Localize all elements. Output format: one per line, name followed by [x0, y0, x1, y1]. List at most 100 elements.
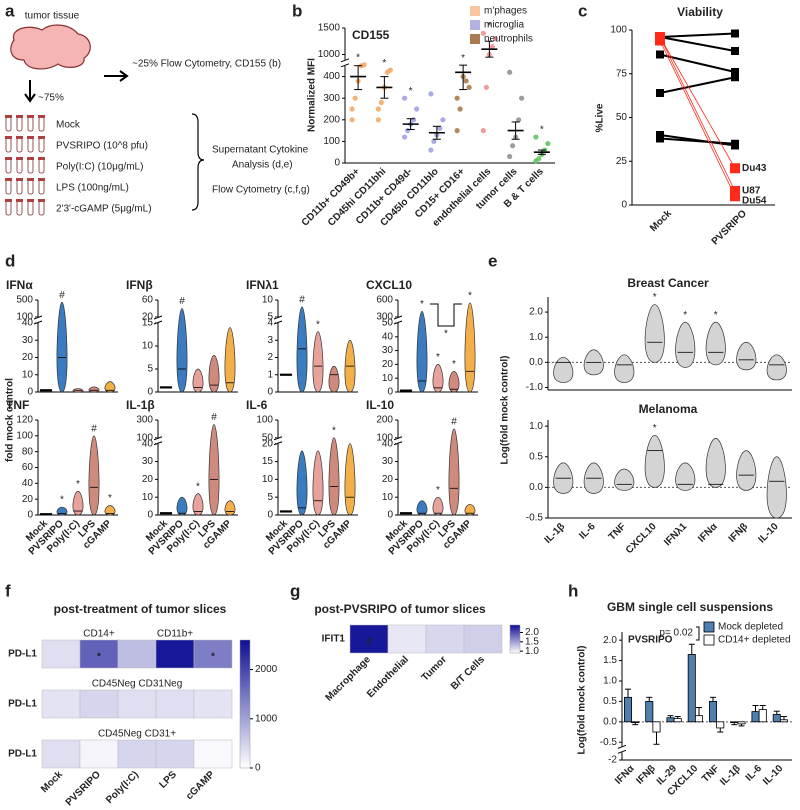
row-label: IFIT1 — [322, 634, 346, 645]
heat-cell — [117, 739, 157, 769]
y-tick-label: 0 — [267, 387, 273, 398]
significance: * — [444, 329, 448, 340]
data-point — [519, 95, 525, 101]
y-tick-label: 10 — [382, 373, 394, 384]
panel-label: g — [290, 581, 300, 600]
violin — [416, 500, 428, 516]
y-axis-label: %Live — [595, 103, 606, 132]
violin — [312, 450, 324, 516]
data-point — [730, 186, 740, 196]
series-label: U87 — [742, 186, 761, 197]
bar — [652, 721, 661, 733]
axis-break-gap — [276, 317, 280, 323]
violin — [736, 450, 757, 491]
y-tick-label: 50 — [262, 432, 274, 443]
violin — [328, 437, 340, 516]
x-tick-label: IL-1β — [718, 763, 743, 788]
axis-break — [340, 63, 350, 68]
legend-swatch — [470, 34, 480, 44]
bar — [758, 709, 767, 723]
y-tick-label: 300 — [376, 312, 393, 323]
data-point — [480, 30, 486, 36]
violin — [416, 310, 428, 393]
violin — [432, 496, 444, 516]
colorbar-label: 1.0 — [525, 646, 539, 657]
tube — [27, 179, 34, 195]
axis-break-gap — [343, 59, 347, 66]
y-tick-label: 0 — [387, 510, 393, 521]
y-tick-label: 20 — [382, 474, 394, 485]
output-label: Analysis (d,e) — [232, 160, 293, 171]
y-tick-label: 100 — [323, 136, 340, 147]
output-label: Supernatant Cytokine — [212, 145, 309, 156]
y-tick-label: 0 — [147, 510, 153, 521]
chart-title: post-treatment of tumor slices — [54, 602, 227, 616]
output-label: Flow Cytometry (c,f,g) — [212, 185, 310, 196]
series-label: Du43 — [742, 163, 767, 174]
violin — [448, 370, 460, 393]
column-label: Endothelial — [365, 654, 411, 700]
axis-break — [153, 320, 163, 325]
chart-title: IFNβ — [126, 278, 153, 292]
tube-cap — [38, 136, 45, 139]
axis-break — [153, 441, 163, 446]
tube-cap — [38, 178, 45, 181]
y-tick-label: 5 — [267, 492, 273, 503]
y-tick-label: 20 — [142, 312, 154, 323]
bar — [730, 721, 739, 724]
violin — [192, 368, 204, 393]
y-tick-label: 60 — [142, 295, 154, 306]
significance: * — [316, 319, 320, 330]
x-tick-label: IFNλ1 — [662, 521, 689, 548]
axis-break-gap — [36, 317, 40, 323]
y-tick-label: 20 — [382, 359, 394, 370]
y-tick-label: 500 — [16, 295, 33, 306]
y-tick-label: 10 — [22, 369, 34, 380]
heat-cell — [117, 689, 157, 719]
y-tick-label: 0.0 — [529, 482, 543, 493]
condition-label: Poly(I:C) (10μg/mL) — [56, 162, 143, 173]
tube — [5, 158, 12, 174]
data-point — [731, 73, 739, 82]
chart-title: Melanoma — [639, 402, 698, 416]
series-line — [659, 76, 736, 94]
tube-cap — [5, 136, 12, 139]
significance: * — [211, 652, 215, 663]
y-tick-label: 120 — [16, 415, 33, 426]
tube — [38, 158, 45, 174]
y-tick-label: -1.0 — [526, 382, 544, 393]
violin — [296, 450, 308, 516]
data-point — [480, 128, 486, 134]
row-label: PD-L1 — [8, 649, 37, 660]
y-tick-label: 1000 — [318, 49, 341, 60]
y-tick-label: 3 — [267, 335, 273, 346]
heat-cell — [79, 739, 119, 769]
y-tick-label: 2.0 — [529, 307, 543, 318]
y-tick-label: 400 — [323, 71, 340, 82]
bar — [624, 696, 633, 723]
chart-title: Breast Cancer — [627, 276, 709, 290]
violin — [208, 424, 220, 516]
tube-cap — [38, 115, 45, 118]
y-tick-label: 100 — [376, 432, 393, 443]
violin — [104, 505, 116, 516]
heat-cell — [349, 624, 389, 654]
chart-title: IL-6 — [246, 398, 268, 412]
y-tick-label: 80 — [22, 446, 34, 457]
y-tick-label: -0.5 — [600, 737, 618, 748]
series-line — [659, 32, 736, 38]
legend-label: microglia — [484, 20, 524, 31]
axis-break — [617, 744, 627, 749]
axis-break-gap — [156, 437, 160, 444]
data-point — [440, 117, 446, 123]
y-tick-label: 0.0 — [603, 716, 617, 727]
y-tick-label: 20 — [22, 494, 34, 505]
data-point — [656, 89, 664, 97]
y-tick-label: -0.5 — [526, 513, 544, 524]
significance: * — [108, 493, 112, 504]
bar — [694, 715, 703, 723]
chart-title: TNF — [6, 398, 29, 412]
y-tick-label: 50 — [616, 112, 628, 123]
panel-label: d — [5, 251, 15, 270]
data-point — [730, 191, 740, 202]
